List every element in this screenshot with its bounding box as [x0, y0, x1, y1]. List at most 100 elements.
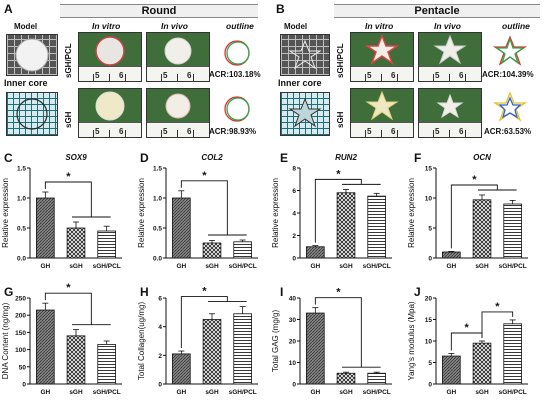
chart-f-ylabel: Relative expression	[407, 178, 416, 248]
chart-f-sig-star: *	[472, 174, 477, 186]
pentacle-inner-core-image	[280, 92, 330, 136]
pentacle-acr-sghpcl: ACR:104.39%	[482, 70, 534, 79]
chart-f-category-label: sGH/PCL	[499, 263, 527, 270]
chart-i-sig-bracket	[314, 297, 362, 368]
chart-j-bar	[442, 355, 461, 385]
chart-h-ytick-label: 0	[158, 382, 162, 389]
chart-d-category-label: sGH/PCL	[229, 263, 257, 270]
chart-d-ytick-label: 1.5	[153, 166, 162, 173]
chart-h-ylabel: Total Collagen(ug/mg)	[137, 302, 146, 381]
chart-i-ytick-label: 20	[289, 339, 297, 346]
chart-g-bar	[66, 335, 86, 385]
chart-f-ytick-label: 5	[428, 226, 432, 233]
round-acr-sghpcl: ACR:103.18%	[209, 70, 261, 79]
chart-d-bar	[233, 241, 252, 259]
chart-f-ytick-label: 0	[428, 256, 432, 263]
panel-a-outline-label: outline	[226, 21, 254, 31]
chart-h-bar	[233, 313, 252, 385]
chart-c-ytick-label: 0.0	[17, 256, 26, 263]
chart-e-ytick-label: 2	[292, 233, 296, 240]
chart-f-title: OCN	[473, 153, 491, 162]
chart-d-category-label: GH	[176, 263, 186, 270]
pentacle-model-image	[280, 34, 330, 76]
chart-e-ytick-label: 6	[292, 188, 296, 195]
chart-j-category-label: sGH/PCL	[499, 389, 527, 396]
ruler-number: 5	[367, 71, 372, 80]
chart-j-letter: J	[414, 285, 421, 299]
chart-g-bar	[97, 344, 116, 385]
chart-g-ytick-label: 50	[19, 364, 27, 371]
round-outline-sghpcl	[224, 40, 250, 66]
chart-g-ytick-label: 0	[22, 382, 26, 389]
chart-e-category-label: sGH	[339, 263, 353, 270]
chart-d-bar	[172, 197, 191, 259]
chart-c-ytick-label: 0.5	[17, 226, 26, 233]
chart-d-title: COL2	[201, 153, 223, 162]
pentacle-acr-sgh: ACR:63.53%	[484, 127, 532, 136]
chart-i-letter: I	[280, 285, 283, 299]
chart-g-ylabel: DNA Content (ng/mg)	[1, 302, 10, 379]
ruler-number: 5	[435, 71, 440, 80]
chart-h-category-label: GH	[176, 389, 186, 396]
chart-d-ytick-label: 0.0	[153, 256, 162, 263]
chart-h-sig-bracket	[180, 296, 228, 349]
chart-j-sig-star: *	[465, 322, 470, 334]
ruler-number: 6	[187, 71, 192, 80]
ruler-number: 6	[391, 71, 396, 80]
panel-b-outline-label: outline	[502, 21, 530, 31]
chart-g-sig-bracket	[44, 292, 92, 325]
chart-e-ytick-label: 8	[292, 166, 296, 173]
chart-d-sig-bracket	[180, 180, 228, 235]
chart-g-sig-star: *	[66, 282, 71, 294]
chart-f-ytick-label: 15	[425, 166, 433, 173]
chart-i-bar	[306, 312, 325, 385]
ruler-number: 6	[119, 71, 124, 80]
panel-b-invivo-label: In vivo	[434, 21, 461, 31]
ruler-number: 6	[459, 127, 464, 136]
chart-g-category-label: sGH/PCL	[93, 389, 121, 396]
chart-d-ytick-label: 1.0	[153, 196, 162, 203]
chart-h-ytick-label: 2	[158, 353, 162, 360]
chart-j-category-label: sGH	[475, 389, 489, 396]
chart-j-sig-bracket	[481, 311, 514, 338]
chart-h-sig-star: *	[202, 286, 207, 298]
ruler-number: 6	[459, 71, 464, 80]
chart-h-category-label: sGH/PCL	[229, 389, 257, 396]
chart-i-ytick-label: 30	[289, 317, 297, 324]
chart-d-letter: D	[140, 151, 149, 165]
round-outline-sgh	[224, 96, 250, 122]
chart-j-category-label: GH	[446, 389, 456, 396]
chart-e-bar	[336, 192, 356, 259]
ruler-number: 5	[95, 71, 100, 80]
panel-b-inner-core-label: Inner core	[278, 78, 322, 88]
ruler-number: 5	[95, 127, 100, 136]
chart-d-ylabel: Relative expression	[137, 178, 146, 248]
chart-i-category-label: GH	[310, 389, 320, 396]
chart-d-sig-star: *	[202, 170, 207, 182]
chart-i-bar	[367, 372, 386, 385]
chart-d-bar	[202, 242, 222, 259]
chart-c-category-label: sGH/PCL	[93, 263, 121, 270]
pentacle-outline-sghpcl	[492, 35, 528, 66]
chart-f-category-label: sGH	[475, 263, 489, 270]
ruler-number: 5	[435, 127, 440, 136]
ruler-number: 5	[163, 71, 168, 80]
round-acr-sgh: ACR:98.93%	[209, 127, 257, 136]
panel-b-header: Pentacle	[334, 4, 540, 18]
chart-c-category-label: sGH	[69, 263, 83, 270]
panel-a-header: Round	[60, 4, 258, 18]
chart-d-category-label: sGH	[205, 263, 219, 270]
chart-e-bar	[367, 195, 386, 259]
chart-e-category-label: sGH/PCL	[363, 263, 391, 270]
chart-i-sig-star: *	[336, 287, 341, 299]
chart-e-category-label: GH	[310, 263, 320, 270]
ruler-number: 6	[391, 127, 396, 136]
chart-c-ytick-label: 1.5	[17, 166, 26, 173]
